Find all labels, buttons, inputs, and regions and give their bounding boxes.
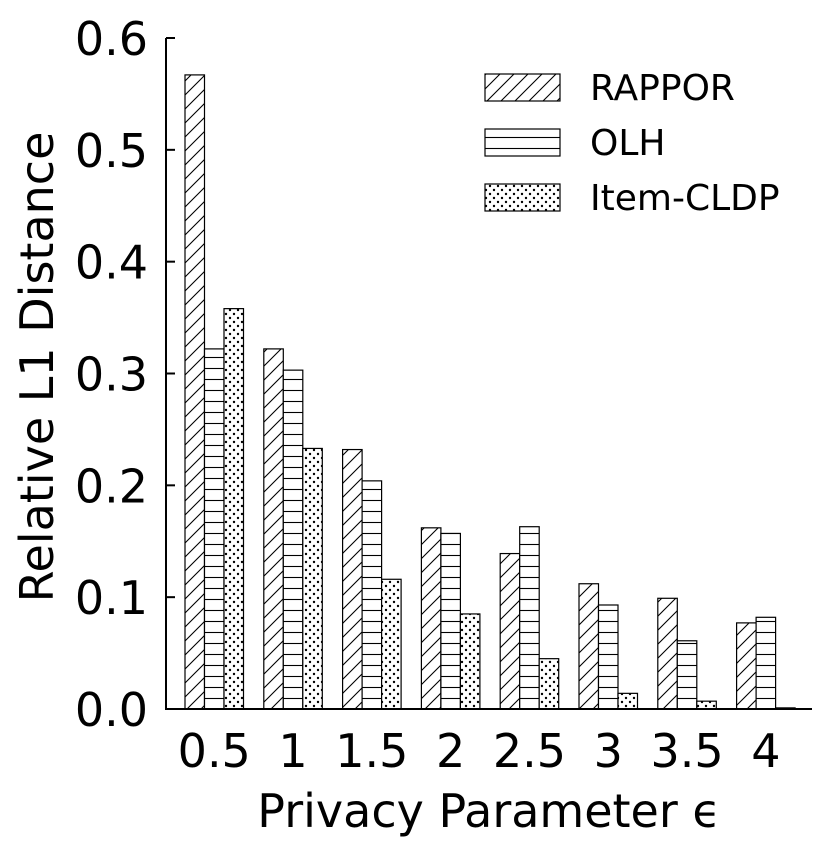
bar-item-cldp-0-5 xyxy=(223,308,245,710)
legend-label: OLH xyxy=(590,123,665,164)
bar-rappor-2 xyxy=(420,527,442,710)
bar-rappor-2-5 xyxy=(499,552,521,710)
y-tick-label: 0.3 xyxy=(75,348,148,402)
bar-rappor-0-5 xyxy=(184,74,206,710)
x-tick-label: 3 xyxy=(594,724,623,778)
bar-olh-0-5 xyxy=(203,348,225,710)
legend-swatch xyxy=(484,73,561,102)
x-tick-label: 4 xyxy=(751,724,780,778)
x-tick-label: 1.5 xyxy=(335,724,408,778)
bar-olh-3 xyxy=(597,604,619,710)
bar-item-cldp-2-5 xyxy=(538,658,560,710)
bar-rappor-4 xyxy=(735,622,757,710)
y-tick-label: 0.2 xyxy=(75,459,148,513)
x-ticks: 0.5 1 1.5 2 2.5 3 3.5 4 xyxy=(178,724,781,778)
bar-olh-2-5 xyxy=(519,526,540,710)
legend-label: RAPPOR xyxy=(590,68,735,109)
x-tick-label: 2 xyxy=(436,724,465,778)
bar-item-cldp-3-5 xyxy=(696,700,717,710)
bar-olh-1-5 xyxy=(361,480,383,710)
x-tick-label: 3.5 xyxy=(650,724,723,778)
x-tick-label: 1 xyxy=(278,724,307,778)
legend-label: Item-CLDP xyxy=(590,178,780,219)
legend: RAPPOR OLH Item-CLDP xyxy=(484,68,780,219)
bar-olh-3-5 xyxy=(676,640,698,710)
y-tick-label: 0.4 xyxy=(75,236,148,290)
bar-rappor-1-5 xyxy=(342,448,363,710)
y-tick-label: 0.6 xyxy=(75,12,148,66)
bar-olh-2 xyxy=(440,532,461,710)
bar-item-cldp-2 xyxy=(459,613,481,710)
bar-item-cldp-1 xyxy=(302,447,323,710)
legend-swatch xyxy=(484,128,561,157)
y-tick-label: 0.5 xyxy=(75,124,148,178)
bar-rappor-3-5 xyxy=(657,597,678,710)
bar-olh-4 xyxy=(755,616,777,710)
x-axis-label: Privacy Parameter ϵ xyxy=(257,784,720,838)
bar-rappor-3 xyxy=(578,583,600,710)
legend-swatch xyxy=(484,183,561,212)
x-tick-label: 0.5 xyxy=(178,724,251,778)
bars-layer xyxy=(184,74,796,710)
y-tick-label: 0.0 xyxy=(75,683,148,737)
y-axis-label: Relative L1 Distance xyxy=(10,132,64,603)
bar-item-cldp-1-5 xyxy=(381,578,402,710)
bar-item-cldp-3 xyxy=(617,692,639,710)
bar-rappor-1 xyxy=(263,348,284,710)
x-tick-label: 2.5 xyxy=(493,724,566,778)
y-ticks: 0.0 0.1 0.2 0.3 0.4 0.5 0.6 xyxy=(75,12,175,737)
bar-olh-1 xyxy=(282,369,304,710)
y-tick-label: 0.1 xyxy=(75,571,148,625)
